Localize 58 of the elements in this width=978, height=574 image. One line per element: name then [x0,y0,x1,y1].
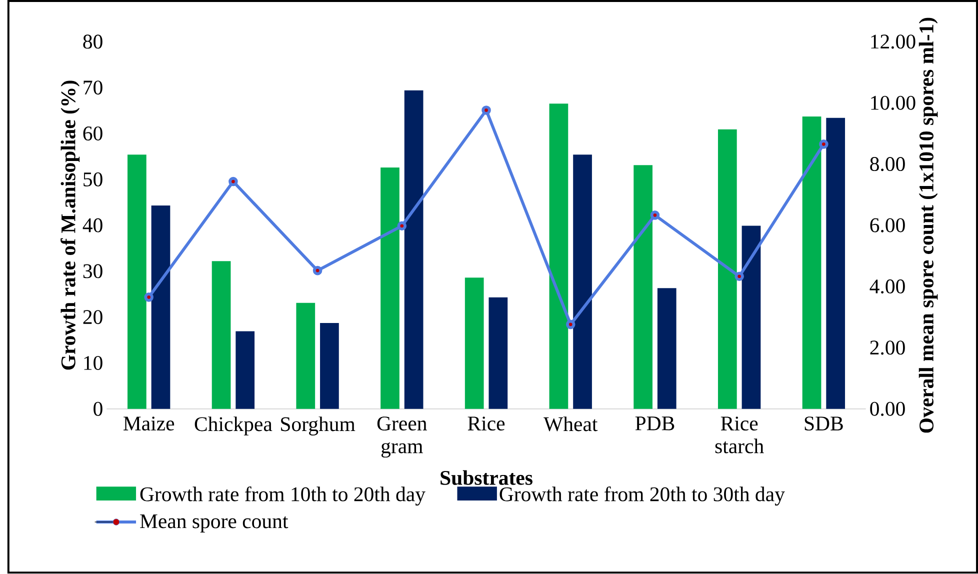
y-tick-label: 20 [83,310,102,324]
y2-tick-label: 6.00 [870,218,905,233]
point [144,292,154,302]
bar [236,331,255,410]
bar [151,206,170,410]
point [566,320,576,330]
legend-label: Mean spore count [140,514,288,533]
point [650,210,660,220]
y2-tick-label: 2.00 [870,340,905,355]
point [228,177,238,186]
y-tick-label: 70 [84,80,102,95]
y-tick-label: 0 [94,402,102,416]
legend-label: Growth rate from 20th to 30th day [500,486,785,506]
bar [464,278,484,410]
bar [718,130,737,410]
point [819,140,828,150]
y2-tick-label: 10.00 [871,96,916,110]
bar [488,298,508,410]
bar [657,288,676,410]
bar [634,165,652,410]
bar [212,261,231,410]
y2-axis-title: Overall mean spore count (1x1010 spores ml-1) [918,18,938,433]
y-tick-label: 80 [83,34,102,49]
point [482,106,491,116]
x-tick-label: Green gram [377,416,427,458]
y2-tick-label: 4.00 [870,280,905,294]
bar [380,168,400,410]
y2-tick-label: 12.00 [871,34,916,49]
y2-tick-label: 0.00 [870,402,905,416]
x-tick-label: Rice starch [715,416,764,454]
bar [742,226,761,410]
point [734,272,744,282]
y-tick-label: 40 [82,218,102,232]
y-tick-label: 10 [84,356,102,370]
legend-label: Growth rate from 10th to 20th day [140,486,426,506]
bar [320,323,339,410]
bar [826,118,846,410]
x-axis-title: Substrates [440,470,532,486]
point [397,221,407,231]
x-tick-label: Sorghum [281,416,356,436]
x-tick-label: SDB [804,416,843,431]
bar [802,116,822,410]
x-tick-label: PDB [635,416,674,430]
point [312,266,322,276]
bar [128,154,146,410]
bar [573,154,592,410]
y-axis-title: Growth rate of M.anisopliae (%) [60,80,80,370]
y-tick-label: 30 [83,264,102,278]
bar [296,303,316,410]
x-tick-label: Maize [124,416,174,431]
x-tick-label: Rice [468,416,505,431]
x-tick-label: Chickpea [194,416,272,436]
x-tick-label: Wheat [544,416,598,432]
y-tick-label: 50 [84,172,102,187]
bar [404,90,424,410]
y2-tick-label: 8.00 [870,157,905,172]
bar [549,104,568,410]
y-tick-label: 60 [83,126,102,141]
